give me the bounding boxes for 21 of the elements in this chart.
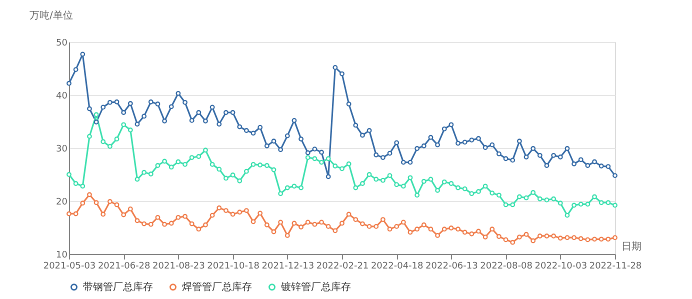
x-tick-label: 2022-10-03	[534, 262, 588, 272]
legend-label: 带钢管厂总库存	[83, 281, 153, 294]
legend-label: 镀锌管厂总库存	[280, 281, 351, 294]
x-tick-label: 2022-08-08	[480, 262, 533, 272]
x-tick-label: 2021-10-18	[207, 262, 260, 272]
y-axis-title: 万吨/单位	[30, 10, 73, 22]
x-tick-label: 2022-02-21	[316, 262, 369, 272]
y-tick-label: 30	[56, 144, 68, 154]
x-tick-label: 2022-04-18	[370, 262, 424, 272]
x-tick-label: 2021-06-28	[98, 262, 151, 272]
x-axis-title: 日期	[622, 240, 642, 252]
x-tick-label: 2022-11-28	[589, 262, 642, 272]
legend-label: 焊管管厂总库存	[182, 281, 252, 294]
x-tick-label: 2021-05-03	[43, 262, 96, 272]
y-tick-label: 20	[56, 198, 68, 208]
x-tick-label: 2022-06-13	[426, 262, 478, 272]
x-tick-label: 2021-08-23	[152, 262, 205, 272]
y-tick-label: 50	[56, 38, 68, 48]
y-tick-label: 40	[56, 92, 68, 102]
y-tick-label: 10	[56, 250, 68, 260]
x-tick-label: 2021-12-13	[262, 262, 314, 272]
